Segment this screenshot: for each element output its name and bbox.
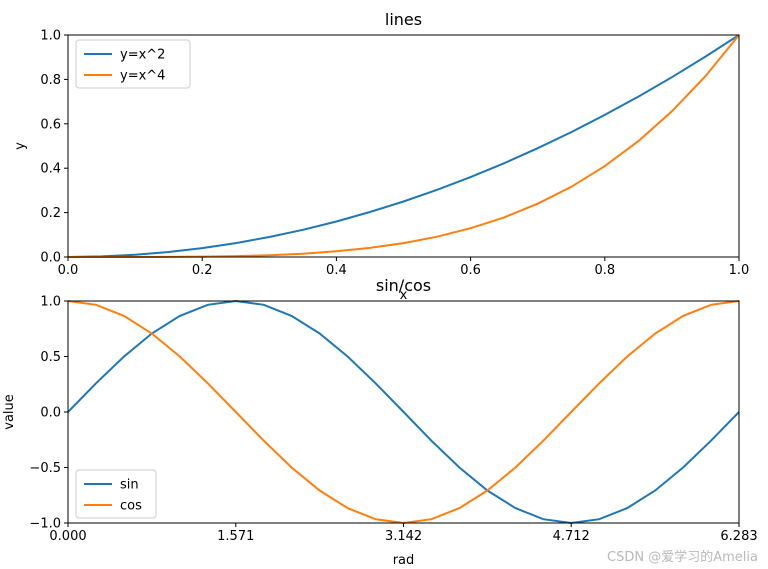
legend-label: y=x^4 bbox=[120, 69, 165, 84]
legend: sin cos bbox=[75, 469, 157, 519]
y-tick-label: 0.6 bbox=[40, 117, 61, 132]
y-axis-label: y bbox=[13, 142, 28, 150]
lines-subplot: 0.0 0.2 0.4 0.6 0.8 1.0 0.0 0.2 0.4 0.6 0.8 1.0 line… bbox=[13, 10, 749, 303]
x-tick-label: 1.0 bbox=[729, 263, 750, 278]
x-tick-label: 0.8 bbox=[594, 263, 615, 278]
series-line-yx2 bbox=[67, 34, 740, 258]
y-tick-label: −0.5 bbox=[29, 461, 61, 476]
y-tick-label: 0.2 bbox=[40, 206, 61, 221]
y-tick-label: 0.0 bbox=[40, 251, 61, 266]
y-tick-label: −1.0 bbox=[29, 517, 61, 532]
x-tick-label: 0.0 bbox=[58, 263, 79, 278]
y-tick-label: 1.0 bbox=[40, 29, 61, 44]
legend: y=x^2 y=x^4 bbox=[75, 39, 191, 89]
x-tick-label: 0.4 bbox=[326, 263, 347, 278]
x-tick-label: 1.571 bbox=[217, 529, 254, 544]
chart-title: lines bbox=[385, 10, 422, 29]
watermark: CSDN @爱学习的Amelia bbox=[607, 550, 758, 565]
legend-label: cos bbox=[120, 499, 142, 514]
y-tick-label: 0.0 bbox=[40, 406, 61, 421]
sincos-subplot: 0.000 1.571 3.142 4.712 6.283 −1.0 −0.5 0.0 0.5 1… bbox=[2, 276, 758, 568]
x-tick-label: 6.283 bbox=[720, 529, 757, 544]
x-tick-label: 0.2 bbox=[192, 263, 213, 278]
y-tick-label: 1.0 bbox=[40, 295, 61, 310]
y-axis-label: value bbox=[2, 394, 17, 430]
legend-box bbox=[75, 469, 157, 519]
legend-label: y=x^2 bbox=[120, 48, 165, 63]
y-tick-label: 0.4 bbox=[40, 162, 61, 177]
x-tick-label: 3.142 bbox=[385, 529, 422, 544]
chart-title: sin/cos bbox=[376, 276, 431, 295]
x-tick-label: 0.6 bbox=[460, 263, 481, 278]
x-tick-label: 0.000 bbox=[49, 529, 86, 544]
legend-label: sin bbox=[120, 478, 139, 493]
y-tick-label: 0.8 bbox=[40, 73, 61, 88]
axes-frame bbox=[67, 34, 740, 258]
series-line-sin bbox=[67, 299, 740, 525]
x-tick-label: 4.712 bbox=[553, 529, 590, 544]
y-tick-label: 0.5 bbox=[40, 350, 61, 365]
x-axis-label: x bbox=[400, 288, 408, 303]
x-axis-label: rad bbox=[393, 553, 415, 568]
